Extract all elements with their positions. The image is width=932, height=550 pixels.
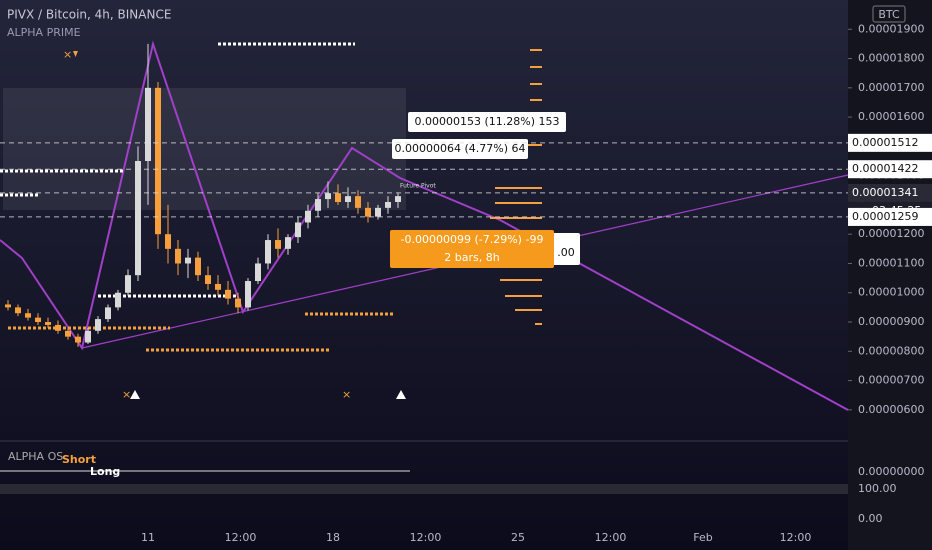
candle-body <box>105 307 111 320</box>
y-tick-label: 0.00000700 <box>858 374 924 387</box>
plot <box>5 43 401 347</box>
price-label: 0.00001512 <box>852 136 918 149</box>
candle-body <box>395 196 401 202</box>
candle-body <box>25 313 31 318</box>
price-label-box <box>848 133 932 152</box>
candle-body <box>365 207 371 217</box>
x-tick-label: 25 <box>511 531 525 544</box>
background <box>0 0 848 550</box>
candle-body <box>285 237 291 249</box>
y-tick-label: 0.00001600 <box>858 110 924 123</box>
measure-box <box>390 230 554 268</box>
candle-body <box>145 87 151 162</box>
candle-body <box>325 193 331 200</box>
candle-body <box>375 207 381 217</box>
marker <box>396 390 406 399</box>
price-label-box <box>848 183 932 202</box>
candle-body <box>355 196 361 208</box>
candle-body <box>35 317 41 323</box>
candle-body <box>175 248 181 264</box>
zone <box>3 88 406 210</box>
x-tick-label: 12:00 <box>780 531 812 544</box>
y-tick-label: 0.00001800 <box>858 52 924 65</box>
candle-body <box>265 240 271 264</box>
measure-box <box>408 112 566 132</box>
candle-body <box>165 234 171 249</box>
candle-body <box>55 324 61 331</box>
candle-body <box>225 289 231 299</box>
fib-levels <box>490 49 542 325</box>
candle-body <box>5 304 11 308</box>
price-label: 0.00001259 <box>852 210 918 223</box>
subtitle: ALPHA PRIME <box>7 26 81 39</box>
pane-divider <box>0 484 848 494</box>
candle-body <box>115 292 121 308</box>
candle-body <box>85 330 91 343</box>
candle-body <box>315 199 321 211</box>
y-tick-label: 0.00000600 <box>858 403 924 416</box>
measure-box <box>392 139 528 159</box>
candle-body <box>385 201 391 208</box>
osc-axis-label: 0.00 <box>858 512 883 525</box>
marker <box>130 390 140 399</box>
price-axis <box>848 0 932 550</box>
y-tick-label: 0.00001900 <box>858 22 924 35</box>
y-tick-label: 0.00001000 <box>858 286 924 299</box>
candle-body <box>45 322 51 325</box>
candle-body <box>185 257 191 264</box>
x-tick-label: 12:00 <box>410 531 442 544</box>
measure-label: 0.00000153 (11.28%) 153 <box>415 115 560 128</box>
candle-body <box>125 275 131 293</box>
measure-label: 0.00000064 (4.77%) 64 <box>394 142 525 155</box>
title: PIVX / Bitcoin, 4h, BINANCE <box>7 8 171 22</box>
measure-box <box>548 233 580 265</box>
pivot-label: Future Pivot <box>400 183 436 190</box>
y-tick-label: 0.00000900 <box>858 315 924 328</box>
price-label-box <box>848 207 932 226</box>
marker: × <box>122 388 131 401</box>
currency-badge <box>872 5 906 23</box>
marker <box>73 51 78 57</box>
candle-body <box>215 283 221 290</box>
candle-body <box>135 161 141 276</box>
osc-axis-label: 100.00 <box>858 482 897 495</box>
candle-body <box>345 196 351 202</box>
measure-label: .00 <box>557 246 575 259</box>
candle-body <box>275 240 281 249</box>
candle-body <box>75 336 81 343</box>
x-tick-label: 11 <box>141 531 155 544</box>
candle-body <box>335 193 341 202</box>
measure-label: 2 bars, 8h <box>444 251 499 264</box>
osc-axis-label: 0.00000000 <box>858 465 924 478</box>
x-tick-label: Feb <box>693 531 712 544</box>
candle-body <box>15 307 21 314</box>
candle-body <box>65 330 71 337</box>
currency: BTC <box>878 8 900 21</box>
price-label-box <box>848 160 932 179</box>
candle-body <box>295 222 301 238</box>
candle-body <box>195 257 201 276</box>
candle-body <box>155 87 161 235</box>
candle-body <box>205 275 211 284</box>
x-tick-label: 12:00 <box>225 531 257 544</box>
y-tick-label: 0.00000800 <box>858 344 924 357</box>
marker: × <box>342 388 351 401</box>
osc-short: Short <box>62 453 96 466</box>
y-tick-label: 0.00001700 <box>858 81 924 94</box>
candle-body <box>245 281 251 308</box>
marker: × <box>63 48 72 61</box>
x-tick-label: 18 <box>326 531 340 544</box>
measure-label: -0.00000099 (-7.29%) -99 <box>401 233 544 246</box>
y-tick-label: 0.00001100 <box>858 256 924 269</box>
price-label: 0.00001341 <box>852 186 918 199</box>
candle-body <box>235 298 241 308</box>
x-tick-label: 12:00 <box>595 531 627 544</box>
candle-body <box>95 319 101 331</box>
osc-name: ALPHA OS <box>8 450 63 463</box>
price-label: 0.00001422 <box>852 162 918 175</box>
candle-body <box>255 263 261 282</box>
osc-long: Long <box>90 465 120 478</box>
y-tick-label: 0.00001200 <box>858 227 924 240</box>
